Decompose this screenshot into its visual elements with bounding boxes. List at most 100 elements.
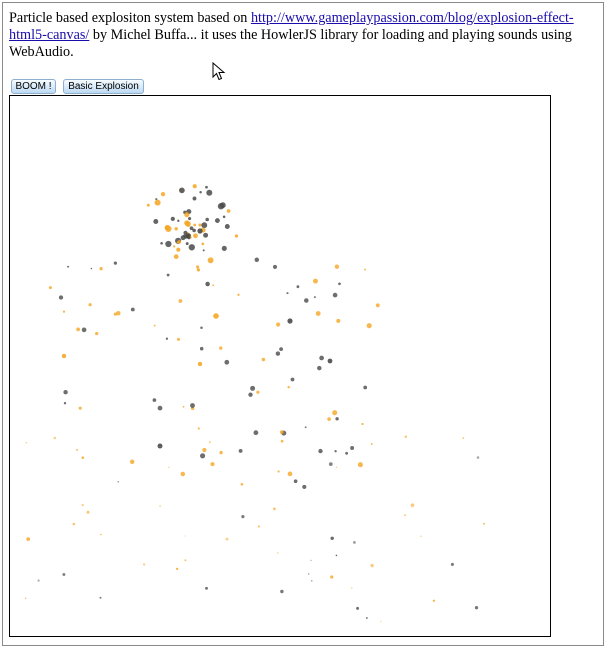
- particle: [275, 351, 281, 356]
- basic-explosion-button[interactable]: Basic Explosion: [63, 79, 144, 94]
- particle: [192, 196, 197, 201]
- particle: [197, 361, 203, 367]
- particle: [159, 505, 161, 507]
- particle: [287, 471, 293, 477]
- particle: [61, 353, 67, 359]
- particle: [212, 284, 215, 287]
- particle: [375, 303, 380, 308]
- particle: [81, 456, 85, 459]
- particle: [357, 462, 363, 468]
- particle: [366, 323, 372, 329]
- particle: [160, 242, 163, 245]
- particle: [328, 462, 333, 466]
- particle: [254, 257, 260, 263]
- particle: [287, 385, 290, 389]
- particle: [187, 236, 191, 240]
- particle: [234, 234, 239, 238]
- particle: [184, 212, 190, 218]
- particle: [95, 331, 99, 336]
- particle: [352, 540, 356, 544]
- particle: [253, 430, 259, 436]
- source-link[interactable]: http://www.gameplaypassion.com/blog/expl…: [9, 10, 574, 43]
- particle: [290, 377, 295, 382]
- particle: [88, 303, 92, 307]
- particle: [113, 261, 118, 265]
- particle: [330, 536, 334, 541]
- particle: [256, 390, 260, 394]
- particle: [116, 310, 121, 316]
- particle: [336, 318, 341, 323]
- particle: [157, 405, 163, 411]
- particle: [81, 503, 84, 507]
- particle: [58, 295, 64, 300]
- particle: [117, 481, 120, 483]
- particle: [37, 579, 40, 582]
- explosion-canvas[interactable]: [9, 95, 551, 637]
- particle: [72, 522, 76, 526]
- particle: [476, 456, 480, 459]
- particle: [280, 589, 284, 594]
- particle: [199, 190, 202, 194]
- particle: [75, 448, 79, 452]
- particle: [404, 435, 407, 438]
- boom-button[interactable]: BOOM !: [11, 79, 56, 94]
- particle: [90, 267, 93, 270]
- particle: [217, 203, 225, 210]
- particle: [188, 244, 195, 251]
- particle: [219, 346, 223, 350]
- particle: [67, 265, 70, 268]
- particle: [237, 293, 240, 296]
- particle: [210, 462, 215, 467]
- particle: [404, 514, 406, 516]
- particle: [99, 267, 103, 271]
- particle: [335, 554, 338, 557]
- particle: [166, 273, 170, 277]
- particle: [190, 403, 195, 408]
- particle: [160, 191, 166, 197]
- particle: [205, 281, 210, 287]
- particle: [482, 522, 485, 525]
- particle: [307, 573, 310, 575]
- particle: [177, 219, 180, 222]
- particle: [203, 232, 209, 238]
- particle: [142, 563, 146, 566]
- particle: [173, 254, 179, 259]
- particle: [202, 447, 207, 453]
- particle: [189, 226, 194, 231]
- particle: [279, 430, 284, 434]
- particle: [361, 422, 364, 426]
- particle: [78, 406, 82, 410]
- particle: [296, 285, 300, 289]
- particle: [165, 225, 172, 232]
- particle: [214, 218, 220, 224]
- particle: [81, 327, 87, 333]
- particle: [174, 227, 178, 231]
- particle: [179, 187, 185, 194]
- particle: [53, 436, 57, 440]
- particle: [219, 450, 223, 455]
- particle: [180, 471, 186, 477]
- particle: [165, 337, 169, 340]
- particle: [146, 203, 150, 207]
- particle: [200, 453, 206, 459]
- particle: [192, 184, 197, 189]
- particle: [176, 337, 181, 341]
- particle: [157, 443, 163, 449]
- particle: [319, 355, 324, 361]
- particle: [222, 215, 226, 219]
- particle: [152, 398, 157, 402]
- particle: [86, 510, 90, 514]
- particle: [279, 347, 283, 351]
- particle: [62, 310, 66, 313]
- particle: [176, 241, 179, 244]
- particle: [176, 247, 181, 252]
- particle: [188, 217, 192, 221]
- particle: [165, 240, 172, 248]
- particle: [226, 209, 231, 213]
- particle: [311, 580, 313, 582]
- particle: [197, 427, 200, 430]
- particle: [248, 392, 253, 397]
- particle: [330, 575, 334, 579]
- particle: [168, 466, 170, 469]
- particle: [225, 537, 229, 541]
